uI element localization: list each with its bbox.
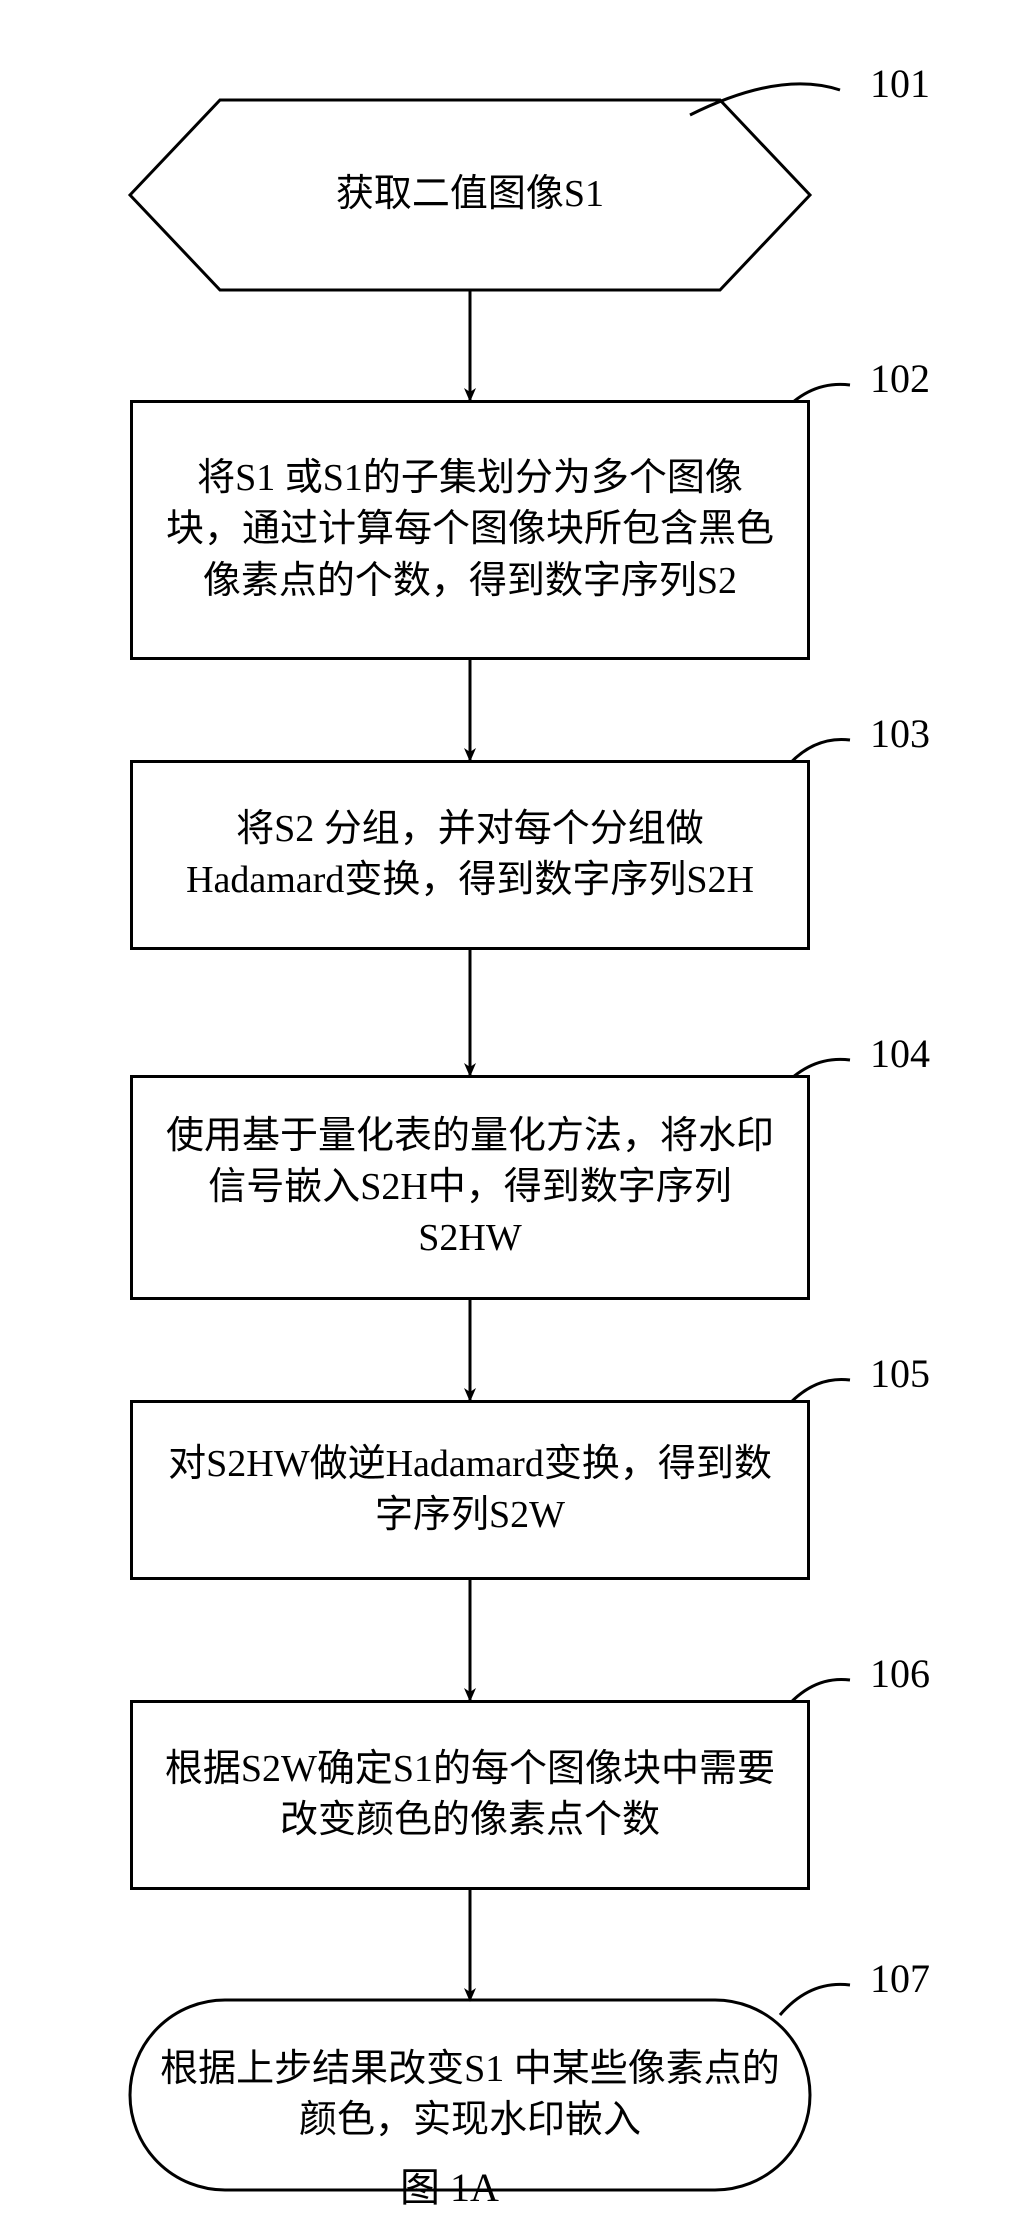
flow-node-text: 将S2 分组，并对每个分组做Hadamard变换，得到数字序列S2H — [161, 804, 779, 907]
flow-node-text: 获取二值图像S1 — [336, 169, 604, 220]
step-label-105: 105 — [870, 1350, 930, 1397]
flow-node-104: 使用基于量化表的量化方法，将水印信号嵌入S2H中，得到数字序列S2HW — [130, 1075, 810, 1300]
step-label-104: 104 — [870, 1030, 930, 1077]
flow-node-103: 将S2 分组，并对每个分组做Hadamard变换，得到数字序列S2H — [130, 760, 810, 950]
flow-node-text: 对S2HW做逆Hadamard变换，得到数字序列S2W — [161, 1439, 779, 1542]
flowchart-canvas: 获取二值图像S1 101 将S1 或S1的子集划分为多个图像块，通过计算每个图像块所… — [0, 0, 1028, 2212]
step-label-106: 106 — [870, 1650, 930, 1697]
step-label-101: 101 — [870, 60, 930, 107]
flow-node-text: 根据上步结果改变S1 中某些像素点的颜色，实现水印嵌入 — [158, 2044, 782, 2147]
flow-node-102: 将S1 或S1的子集划分为多个图像块，通过计算每个图像块所包含黑色像素点的个数，… — [130, 400, 810, 660]
step-label-103: 103 — [870, 710, 930, 757]
flow-node-text: 使用基于量化表的量化方法，将水印信号嵌入S2H中，得到数字序列S2HW — [161, 1111, 779, 1265]
flow-node-105: 对S2HW做逆Hadamard变换，得到数字序列S2W — [130, 1400, 810, 1580]
flow-node-101: 获取二值图像S1 — [130, 100, 810, 290]
figure-caption: 图 1A — [400, 2155, 499, 2213]
flow-node-text: 将S1 或S1的子集划分为多个图像块，通过计算每个图像块所包含黑色像素点的个数，… — [161, 453, 779, 607]
step-label-107: 107 — [870, 1955, 930, 2002]
step-label-102: 102 — [870, 355, 930, 402]
flow-node-106: 根据S2W确定S1的每个图像块中需要改变颜色的像素点个数 — [130, 1700, 810, 1890]
flow-node-text: 根据S2W确定S1的每个图像块中需要改变颜色的像素点个数 — [161, 1744, 779, 1847]
